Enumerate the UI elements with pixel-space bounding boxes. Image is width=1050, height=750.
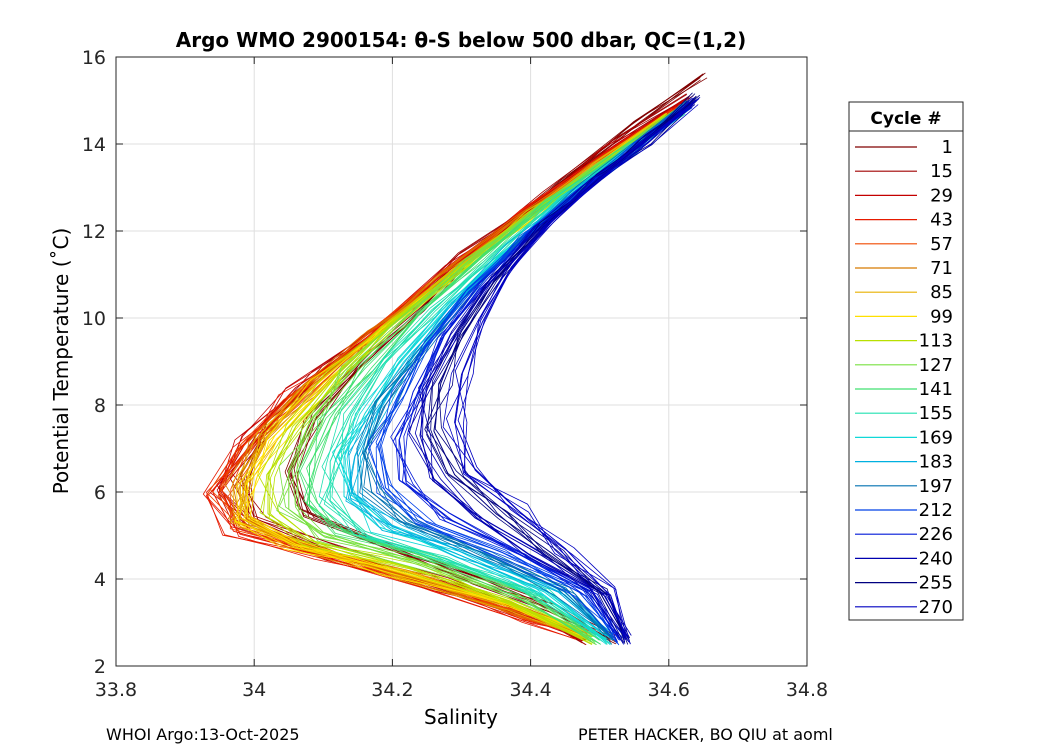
x-tick-label: 34.4 xyxy=(509,679,551,701)
legend-label: 255 xyxy=(919,573,953,594)
legend-label: 1 xyxy=(942,137,953,158)
legend-label: 169 xyxy=(919,427,953,448)
series-line-variant xyxy=(457,98,699,637)
legend-label: 127 xyxy=(919,355,953,376)
legend-label: 29 xyxy=(930,185,953,206)
y-tick-label: 12 xyxy=(82,221,106,243)
series-line-212 xyxy=(378,104,690,641)
x-tick-label: 34 xyxy=(242,679,266,701)
series-line-variant xyxy=(296,110,674,638)
series-line-variant xyxy=(381,101,690,642)
legend-label: 71 xyxy=(930,258,953,279)
series-line-99 xyxy=(246,117,670,636)
x-tick-label: 34.6 xyxy=(648,679,690,701)
series-line-variant xyxy=(434,97,700,639)
y-tick-label: 6 xyxy=(94,482,106,504)
chart-title: Argo WMO 2900154: θ-S below 500 dbar, QC… xyxy=(176,28,746,52)
legend-label: 183 xyxy=(919,452,953,473)
y-tick-label: 10 xyxy=(82,308,106,330)
legend-label: 226 xyxy=(919,524,953,545)
x-tick-label: 34.2 xyxy=(371,679,413,701)
legend-label: 113 xyxy=(919,331,953,352)
y-tick-label: 14 xyxy=(82,134,106,156)
series-line-variant xyxy=(454,98,699,642)
series-line-variant xyxy=(294,114,673,643)
series-line-variant xyxy=(303,118,675,645)
legend: Cycle # 1 15 29 43 57 71 85 99 113 127 141 155 169 18… xyxy=(848,101,964,621)
footer-credit-right: PETER HACKER, BO QIU at aoml xyxy=(578,725,833,744)
series-line-variant xyxy=(205,106,679,640)
series-line-variant xyxy=(359,101,691,641)
series-line-variant xyxy=(348,110,682,639)
footer-credit-left: WHOI Argo:13-Oct-2025 xyxy=(106,725,300,744)
series-line-variant xyxy=(430,93,696,642)
legend-label: 15 xyxy=(930,161,953,182)
series-line-variant xyxy=(306,112,673,641)
series-line-variant xyxy=(424,92,693,645)
legend-label: 240 xyxy=(919,548,953,569)
legend-title: Cycle # xyxy=(870,109,941,129)
series-line-variant xyxy=(445,104,699,638)
tick-layer: 33.8 34 34.2 34.4 34.6 34.8 2 4 6 8 10 12 14 16 xyxy=(82,47,828,701)
legend-label: 197 xyxy=(919,476,953,497)
series-line-variant xyxy=(227,121,673,634)
plot-area xyxy=(116,57,807,666)
legend-label: 57 xyxy=(930,234,953,255)
legend-label: 43 xyxy=(930,210,953,231)
legend-label: 155 xyxy=(919,403,953,424)
series-line-141 xyxy=(309,113,676,641)
series-line-variant xyxy=(364,100,688,638)
y-tick-label: 16 xyxy=(82,47,106,69)
legend-entries: 1 15 29 43 57 71 85 99 113 127 141 155 169 183 197 212 2… xyxy=(855,137,953,618)
plot-frame xyxy=(115,56,808,667)
y-tick-label: 2 xyxy=(94,656,106,678)
series-layer xyxy=(202,72,708,646)
legend-label: 85 xyxy=(930,282,953,303)
y-tick-label: 4 xyxy=(94,569,106,591)
y-axis-label: Potential Temperature (˚C) xyxy=(49,228,73,495)
legend-label: 99 xyxy=(930,306,953,327)
legend-label: 212 xyxy=(919,500,953,521)
series-line-226 xyxy=(398,104,690,641)
y-tick-label: 8 xyxy=(94,395,106,417)
x-axis-label: Salinity xyxy=(424,705,498,729)
series-line-variant xyxy=(321,105,687,639)
series-line-155 xyxy=(329,108,683,641)
x-tick-label: 34.8 xyxy=(786,679,828,701)
legend-label: 141 xyxy=(919,379,953,400)
series-line-127 xyxy=(288,113,676,641)
series-line-270 xyxy=(454,100,697,641)
series-line-variant xyxy=(278,117,679,636)
legend-label: 270 xyxy=(919,597,953,618)
series-line-variant xyxy=(235,114,666,639)
x-tick-label: 33.8 xyxy=(95,679,137,701)
